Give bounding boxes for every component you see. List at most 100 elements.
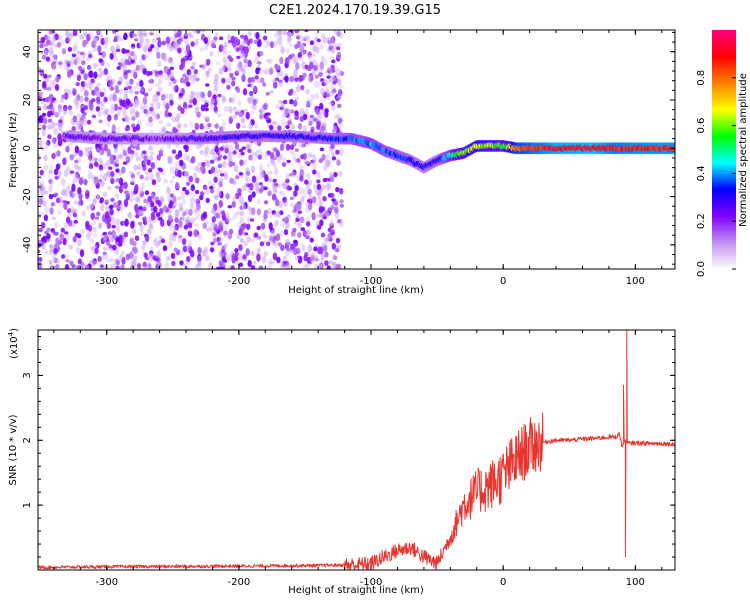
spectrogram-noise-cell xyxy=(294,77,299,82)
spectrogram-noise-cell xyxy=(47,96,52,102)
spectrogram-noise-cell xyxy=(74,161,79,170)
spectrogram-noise-cell xyxy=(160,198,165,202)
spectrogram-noise-cell xyxy=(150,194,155,199)
spectrogram-noise-cell xyxy=(309,114,315,119)
spectrogram-noise-cell xyxy=(194,106,199,116)
spectrogram-noise-cell xyxy=(209,188,215,194)
spectrogram-noise-cell xyxy=(205,188,210,195)
spectrogram-noise-cell xyxy=(42,80,47,89)
spectrogram-noise-cell xyxy=(70,117,76,126)
spectrogram-noise-cell xyxy=(47,74,52,78)
colorbar-ticks: 0.00.20.40.60.8 xyxy=(696,70,736,277)
spectrogram-noise-cell xyxy=(209,185,214,190)
spectrogram-noise-cell xyxy=(122,112,127,117)
spectrogram-noise-cell xyxy=(43,214,49,222)
spectrogram-noise-cell xyxy=(301,42,307,47)
spectrogram-noise-cell xyxy=(68,244,74,250)
spectrogram-noise-cell xyxy=(235,66,240,75)
spectrogram-noise-cell xyxy=(109,86,114,91)
spectrogram-noise-cell xyxy=(259,106,264,115)
spectrogram-noise-cell xyxy=(97,110,102,117)
spectrogram-noise-cell xyxy=(314,80,319,88)
spectrogram-noise-cell xyxy=(144,256,150,261)
spectrogram-noise-cell xyxy=(282,30,288,36)
spectrogram-noise-cell xyxy=(263,102,268,111)
spectrogram-noise-cell xyxy=(38,111,42,117)
spectrogram-noise-cell xyxy=(102,110,108,116)
spectrogram-noise-cell xyxy=(88,150,93,156)
spectrogram-noise-cell xyxy=(115,168,120,173)
spectrogram-noise-cell xyxy=(85,149,90,158)
spectrogram-noise-cell xyxy=(308,121,313,126)
spectrogram-noise-cell xyxy=(289,144,295,151)
spectrogram-noise-cell xyxy=(289,75,294,81)
spectrogram-noise-cell xyxy=(166,186,171,195)
spectrogram-noise-cell xyxy=(103,173,108,181)
spectrogram-noise-cell xyxy=(123,74,128,80)
spectrogram-noise-cell xyxy=(245,111,250,120)
spectrogram-noise-cell xyxy=(74,159,79,163)
spectrogram-noise-cell xyxy=(147,86,153,92)
spectrogram-noise-cell xyxy=(158,168,164,173)
spectrogram-noise-cell xyxy=(78,193,83,200)
spectrogram-noise-cell xyxy=(157,39,162,48)
spectrogram-noise-cell xyxy=(214,170,219,178)
spectrogram-noise-cell xyxy=(55,260,61,264)
spectrogram-noise-cell xyxy=(107,114,112,122)
spectrogram-noise-cell xyxy=(91,89,96,96)
spectrogram-noise-cell xyxy=(124,127,130,132)
spectrogram-noise-cell xyxy=(46,140,51,146)
spectrogram-noise-cell xyxy=(311,53,317,57)
spectrogram-noise-cell xyxy=(122,150,128,157)
spectrogram-noise-cell xyxy=(223,225,228,232)
spectrogram-noise-cell xyxy=(90,78,95,84)
spectrogram-noise-cell xyxy=(209,247,215,253)
spectrogram-noise-cell xyxy=(239,216,244,225)
spectrogram-noise-cell xyxy=(196,143,201,150)
spectrogram-noise-cell xyxy=(103,163,108,170)
spectrogram-noise-cell xyxy=(111,221,117,226)
spectrogram-noise-cell xyxy=(119,203,124,212)
spectrogram-noise-cell xyxy=(247,97,253,105)
spectrogram-noise-cell xyxy=(166,255,171,261)
spectrogram-noise-cell xyxy=(118,62,124,67)
spectrogram-noise-cell xyxy=(217,93,222,98)
spectrogram-noise-cell xyxy=(205,70,210,76)
spectrogram-noise-cell xyxy=(84,96,89,102)
spectrogram-noise-cell xyxy=(238,61,243,69)
spectrogram-noise-cell xyxy=(163,65,168,74)
spectrogram-noise-cell xyxy=(130,43,136,49)
spectrogram-noise-cell xyxy=(178,219,183,228)
spectrogram-noise-cell xyxy=(106,247,111,252)
spectrogram-noise-cell xyxy=(320,33,326,39)
spectrogram-noise-cell xyxy=(307,65,312,72)
spectrogram-noise-cell xyxy=(156,212,161,218)
spectrogram-noise-cell xyxy=(39,90,44,98)
spectrogram-noise-cell xyxy=(68,108,73,116)
spectrogram-noise-cell xyxy=(280,183,286,187)
spectrogram-noise-cell xyxy=(269,41,275,49)
spectrogram-noise-cell xyxy=(202,222,207,229)
spectrogram-noise-cell xyxy=(280,219,285,228)
spectrogram-noise-cell xyxy=(58,104,63,113)
spectrogram-noise-cell xyxy=(139,40,144,49)
spectrogram-noise-cell xyxy=(43,103,48,111)
spectrogram-noise-cell xyxy=(91,114,97,119)
spectrogram-noise-cell xyxy=(263,200,269,205)
spectrogram-noise-cell xyxy=(214,145,219,153)
spectrogram-noise-cell xyxy=(134,90,139,95)
spectrogram-noise-cell xyxy=(151,179,157,186)
spectrogram-noise-cell xyxy=(218,181,223,188)
spectrogram-noise-cell xyxy=(51,97,57,102)
spectrogram-noise-cell xyxy=(314,31,319,40)
snr-y-multiplier: (x104) xyxy=(7,328,20,359)
spectrogram-noise-cell xyxy=(112,231,117,239)
spectrogram-noise-cell xyxy=(90,246,95,251)
spectrogram-noise-cell xyxy=(274,167,279,176)
spectrogram-noise-cell xyxy=(199,92,205,98)
spectrogram-noise-cell xyxy=(215,266,221,269)
spectrogram-noise-cell xyxy=(130,51,135,57)
spectrogram-noise-cell xyxy=(110,236,115,243)
spectrogram-noise-cell xyxy=(196,30,201,34)
spectrogram-noise-cell xyxy=(248,121,253,130)
